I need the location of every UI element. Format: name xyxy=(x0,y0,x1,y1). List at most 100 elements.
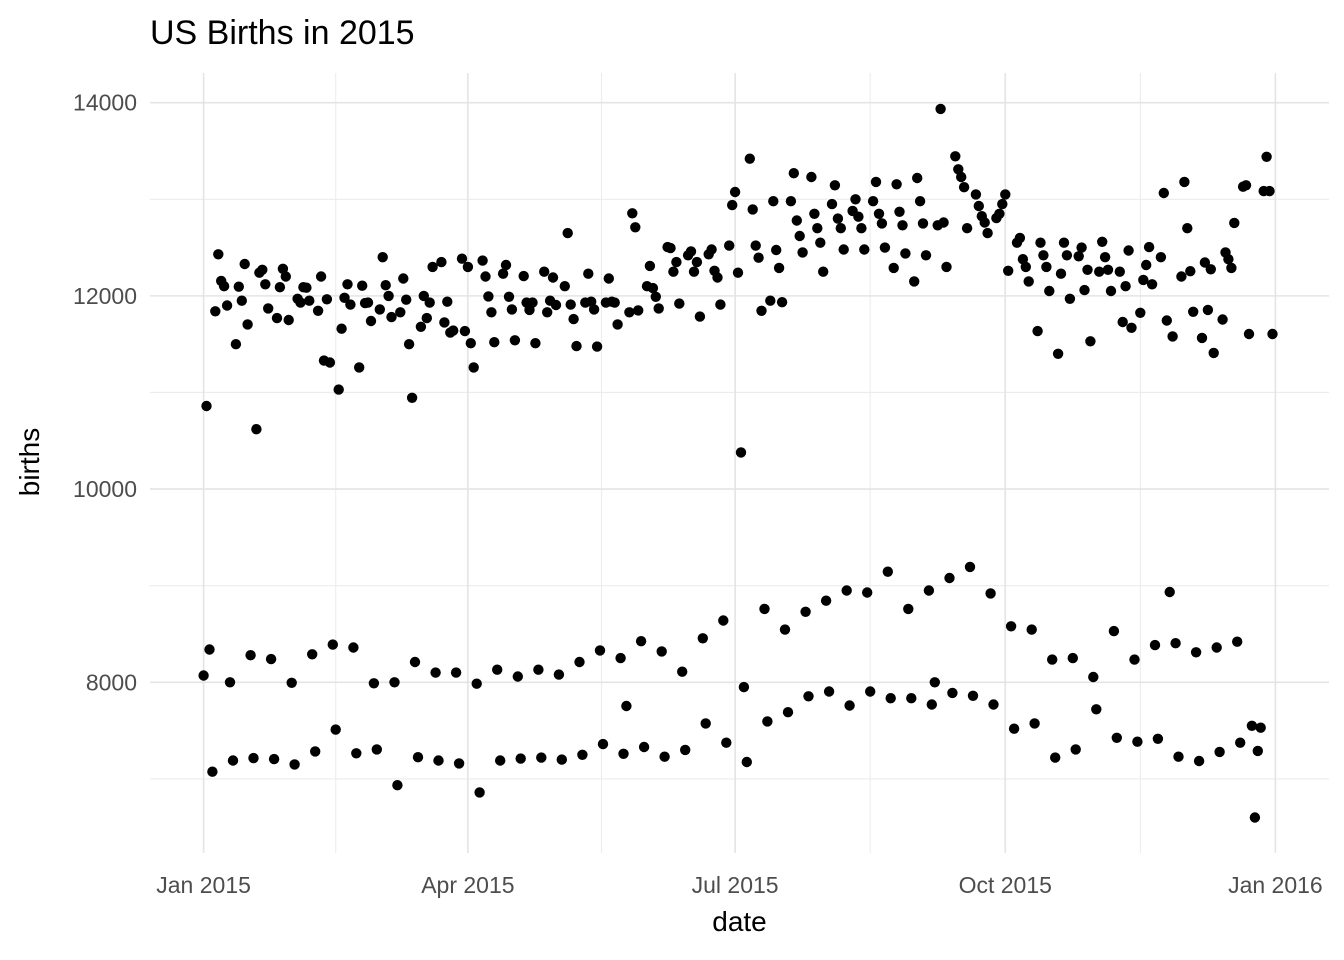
data-point xyxy=(245,650,256,661)
data-point xyxy=(351,748,362,759)
data-point xyxy=(677,666,688,677)
data-point xyxy=(1138,274,1149,286)
data-point xyxy=(926,699,937,710)
data-point xyxy=(794,230,805,242)
data-point xyxy=(1141,259,1152,271)
data-point xyxy=(527,297,538,308)
chart-title: US Births in 2015 xyxy=(150,14,415,52)
data-point xyxy=(559,281,570,292)
data-point xyxy=(1097,236,1108,247)
data-point xyxy=(1164,586,1175,598)
data-point xyxy=(339,292,350,303)
data-point xyxy=(956,171,967,183)
data-point xyxy=(885,693,896,704)
y-tick-label: 14000 xyxy=(73,90,137,116)
data-point xyxy=(506,304,518,315)
data-point xyxy=(433,755,444,766)
data-point xyxy=(903,603,914,615)
data-point xyxy=(342,279,353,290)
data-point xyxy=(879,242,891,253)
data-point xyxy=(797,247,808,258)
data-point xyxy=(427,261,438,273)
data-point xyxy=(1102,264,1114,275)
data-point xyxy=(806,171,817,183)
data-point xyxy=(227,755,239,766)
data-point xyxy=(1099,252,1111,263)
data-point xyxy=(310,746,321,757)
data-point xyxy=(1035,237,1046,248)
data-point xyxy=(950,151,961,162)
data-point xyxy=(612,319,623,330)
data-point xyxy=(1079,284,1090,296)
data-point xyxy=(398,273,409,284)
data-point xyxy=(283,314,294,326)
data-point xyxy=(706,244,717,255)
data-point xyxy=(906,693,917,704)
data-point xyxy=(403,339,415,350)
data-point xyxy=(233,281,244,292)
data-point xyxy=(583,268,594,279)
data-point xyxy=(668,266,679,277)
data-point xyxy=(759,603,770,615)
data-point xyxy=(735,447,747,458)
data-point xyxy=(791,215,802,226)
data-point xyxy=(741,756,752,768)
data-point xyxy=(377,252,388,263)
data-point xyxy=(389,677,400,688)
x-axis-title: date xyxy=(712,906,767,937)
data-point xyxy=(1052,348,1064,359)
data-point xyxy=(386,311,397,323)
data-point xyxy=(1190,647,1202,658)
data-point xyxy=(988,699,999,710)
data-point xyxy=(900,248,911,259)
data-point xyxy=(624,307,635,318)
data-point xyxy=(809,208,820,219)
data-point xyxy=(591,341,603,352)
data-point xyxy=(1223,254,1234,265)
data-point xyxy=(1155,252,1167,263)
data-point xyxy=(371,744,382,755)
data-point xyxy=(213,249,224,260)
data-point xyxy=(979,217,990,228)
data-point xyxy=(1073,251,1084,262)
data-point xyxy=(994,208,1005,219)
data-point xyxy=(242,319,253,330)
data-point xyxy=(365,315,377,327)
data-point xyxy=(1167,331,1178,342)
data-point xyxy=(289,759,300,770)
data-point xyxy=(1170,638,1181,649)
data-point xyxy=(638,741,650,753)
data-point xyxy=(862,587,873,598)
data-point xyxy=(721,737,732,748)
data-point xyxy=(565,299,576,310)
y-tick-label: 12000 xyxy=(73,283,137,309)
data-point xyxy=(773,262,785,274)
data-point xyxy=(665,242,676,254)
data-point xyxy=(782,707,794,718)
data-point xyxy=(1214,746,1225,758)
data-point xyxy=(456,253,468,264)
data-point xyxy=(914,196,926,207)
data-point xyxy=(615,652,626,664)
data-point xyxy=(568,313,579,325)
data-point xyxy=(1235,737,1246,748)
data-point xyxy=(1126,322,1137,333)
data-point xyxy=(395,307,406,318)
data-point xyxy=(321,294,333,305)
data-point xyxy=(800,606,811,617)
data-point xyxy=(635,636,647,647)
x-tick-label: Jan 2016 xyxy=(1228,872,1323,898)
data-point xyxy=(518,270,529,282)
data-point xyxy=(383,290,394,302)
data-point xyxy=(1108,625,1120,637)
data-point xyxy=(621,700,632,712)
data-point xyxy=(1199,257,1211,268)
data-point xyxy=(271,312,283,324)
data-point xyxy=(753,252,764,263)
data-point xyxy=(888,262,899,274)
data-point xyxy=(1202,304,1214,316)
data-point xyxy=(204,644,215,655)
data-point xyxy=(1264,185,1275,197)
data-point xyxy=(912,172,923,184)
data-point xyxy=(448,325,459,336)
